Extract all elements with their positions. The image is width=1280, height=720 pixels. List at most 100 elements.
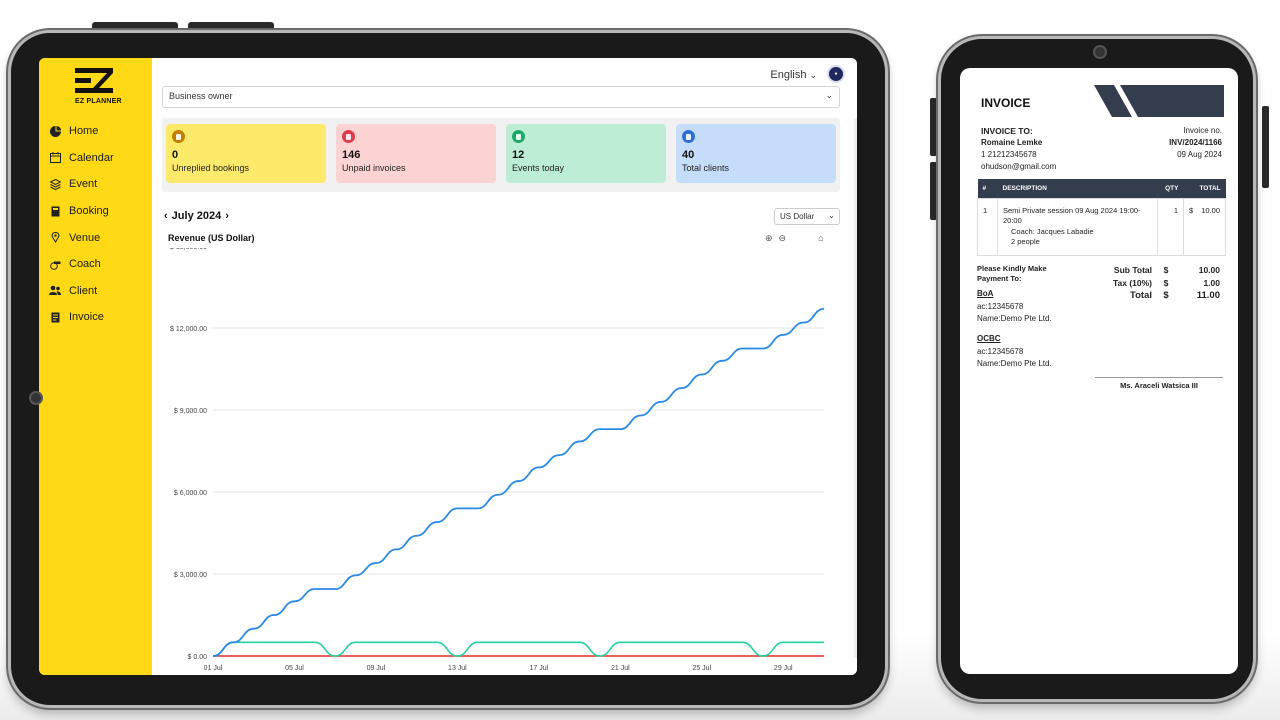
line-total: $ 10.00 (1183, 197, 1226, 256)
col-total: TOTAL (1183, 179, 1226, 198)
calendar-icon (512, 130, 525, 143)
sidebar-item-invoice[interactable]: Invoice (49, 304, 114, 331)
role-select[interactable]: Business owner ⌄ (162, 86, 840, 108)
chart-title: Revenue (US Dollar) (168, 233, 255, 243)
chevron-down-icon: ⌄ (809, 69, 817, 80)
chevron-down-icon: ⌄ (825, 90, 833, 100)
y-tick-label: $ 0.00 (188, 654, 208, 661)
bank-account: ac:12345678 (977, 346, 1024, 356)
invoice-to-heading: INVOICE TO: (981, 126, 1033, 136)
app-logo[interactable] (75, 68, 115, 108)
revenue-chart: $ 0.00 $ 3,000.00 $ 6,000.00 $ 9,000.00 $ 12… (170, 248, 825, 672)
series-line-paid (212, 641, 824, 657)
x-tick-label: 01 Jul (204, 665, 223, 672)
x-tick-label: 21 Jul (611, 665, 630, 672)
phone-device: INVOICE INVOICE TO: Romaine Lemke 1 2121… (938, 36, 1256, 702)
card-total-clients[interactable]: 40 Total clients (676, 124, 836, 183)
x-tick-label: 17 Jul (530, 665, 549, 672)
tablet-screen: EZ PLANNER Home Calendar Event Booking (39, 58, 857, 675)
tablet-device: EZ PLANNER Home Calendar Event Booking (8, 30, 888, 708)
card-value: 40 (682, 149, 695, 161)
sidebar-item-booking[interactable]: Booking (49, 198, 114, 225)
currency-select[interactable]: US Dollar ⌄ (774, 208, 840, 225)
home-reset-icon[interactable]: ⌂ (818, 233, 824, 243)
phone-screen: INVOICE INVOICE TO: Romaine Lemke 1 2121… (960, 68, 1238, 674)
x-tick-label: 05 Jul (285, 665, 304, 672)
tablet-power-button (188, 22, 274, 32)
invoice-number-block: Invoice no. INV/2024/1166 09 Aug 2024 (1169, 125, 1222, 161)
line-people: 2 people (1011, 237, 1040, 246)
y-tick-label: $ 9,000.00 (174, 408, 207, 415)
card-unpaid-invoices[interactable]: 146 Unpaid invoices (336, 124, 496, 183)
sidebar-item-label: Home (69, 125, 99, 138)
month-label: July 2024 (171, 210, 222, 222)
bank-holder: Name:Demo Pte Ltd. (977, 359, 1052, 368)
line-currency: $ (1189, 205, 1194, 215)
sidebar-item-venue[interactable]: Venue (49, 224, 114, 251)
invoice-table: # DESCRIPTION QTY TOTAL 1 Semi Private s… (977, 179, 1226, 256)
sidebar-item-event[interactable]: Event (49, 171, 114, 198)
sidebar-item-home[interactable]: Home (49, 118, 114, 145)
x-tick-label: 09 Jul (367, 665, 386, 672)
tax-row: Tax (10%) $ 1.00 (1090, 277, 1220, 290)
total-currency: $ (1163, 289, 1169, 301)
bank-block-ocbc: OCBC ac:12345678 Name:Demo Pte Ltd. (977, 333, 1052, 371)
zoom-out-icon[interactable]: ⊖ (778, 233, 787, 243)
user-avatar[interactable]: ● (827, 65, 845, 83)
bank-block-boa: BoA ac:12345678 Name:Demo Pte Ltd. (977, 288, 1052, 326)
chevron-right-icon[interactable]: › (225, 210, 229, 222)
line-description: Semi Private session 09 Aug 2024 19:00-2… (997, 197, 1158, 256)
card-unreplied-bookings[interactable]: 0 Unreplied bookings (166, 124, 326, 183)
col-qty: QTY (1157, 179, 1184, 198)
total-row: Total $ 11.00 (1090, 289, 1220, 302)
total-value: 11.00 (1196, 289, 1220, 301)
sidebar-item-calendar[interactable]: Calendar (49, 145, 114, 172)
bank-name: BoA (977, 289, 994, 298)
users-icon (682, 130, 695, 143)
summary-cards: 0 Unreplied bookings 146 Unpaid invoices… (162, 118, 840, 192)
card-events-today[interactable]: 12 Events today (506, 124, 666, 183)
layers-icon (49, 178, 61, 190)
calendar-icon (49, 152, 61, 164)
invoice-table-header: # DESCRIPTION QTY TOTAL (977, 179, 1226, 198)
zoom-in-icon[interactable]: ⊕ (765, 233, 773, 243)
location-pin-icon (49, 232, 61, 244)
whistle-icon (49, 258, 61, 270)
y-tick-label: $ 3,000.00 (174, 572, 207, 579)
sidebar: EZ PLANNER Home Calendar Event Booking (39, 58, 152, 675)
book-icon (49, 205, 61, 217)
card-value: 0 (172, 149, 179, 161)
tablet-volume-button (92, 22, 178, 32)
client-name: Romaine Lemke (981, 138, 1043, 147)
sidebar-item-label: Client (69, 284, 98, 297)
sidebar-nav: Home Calendar Event Booking Venue (49, 118, 114, 331)
y-tick-label: $ 6,000.00 (174, 490, 207, 497)
phone-volume-button (930, 98, 937, 156)
scrollbar[interactable] (854, 118, 857, 658)
phone-power-button (1262, 106, 1269, 188)
card-label: Total clients (682, 163, 730, 173)
invoice-header-decoration (1094, 85, 1224, 117)
language-selector[interactable]: English ⌄ (770, 69, 817, 81)
tablet-camera (29, 391, 43, 405)
chevron-left-icon[interactable]: ‹ (164, 210, 168, 222)
sidebar-item-label: Booking (69, 205, 109, 218)
sidebar-item-label: Invoice (69, 311, 104, 324)
pie-chart-icon (49, 125, 61, 137)
table-row: 1 Semi Private session 09 Aug 2024 19:00… (977, 197, 1226, 256)
signature-name: Ms. Araceli Watsica III (1120, 381, 1198, 390)
sidebar-item-client[interactable]: Client (49, 278, 114, 305)
x-tick-label: 29 Jul (774, 665, 793, 672)
currency-value: US Dollar (780, 212, 815, 221)
series-line-total (212, 307, 825, 657)
chart-toolbar: ⊕ ⊖ ⌂ (765, 233, 824, 244)
month-navigator: ‹ July 2024 › (164, 210, 229, 222)
logo-text: EZ PLANNER (75, 98, 122, 105)
sidebar-item-coach[interactable]: Coach (49, 251, 114, 278)
tax-label: Tax (10%) (1112, 277, 1152, 288)
card-value: 12 (512, 149, 525, 161)
z-mark (93, 68, 115, 93)
col-num: # (977, 179, 998, 198)
sidebar-item-label: Event (69, 178, 98, 191)
invoice-number: INV/2024/1166 (1169, 138, 1222, 147)
